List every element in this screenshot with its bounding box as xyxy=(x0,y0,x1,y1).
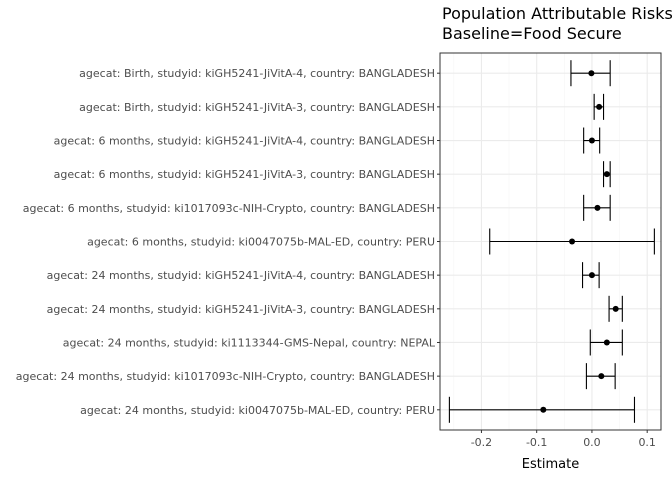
y-tick-label: agecat: 24 months, studyid: ki1017093c-N… xyxy=(16,370,435,383)
x-axis-title: Estimate xyxy=(522,457,579,472)
point-estimate xyxy=(540,406,547,413)
x-axis: -0.2 -0.1 0.0 0.1 xyxy=(471,430,656,449)
x-tick-label: 0.1 xyxy=(638,436,656,449)
point-estimate xyxy=(588,272,595,279)
y-tick-label: agecat: 6 months, studyid: kiGH5241-JiVi… xyxy=(54,168,435,181)
point-estimates xyxy=(540,70,619,413)
x-tick-label: 0.0 xyxy=(583,436,601,449)
point-estimate xyxy=(612,305,619,312)
confidence-intervals xyxy=(448,60,655,423)
point-estimate xyxy=(603,171,610,178)
y-tick-label: agecat: 6 months, studyid: kiGH5241-JiVi… xyxy=(54,135,435,148)
point-estimate xyxy=(588,70,595,77)
point-estimate xyxy=(596,103,603,110)
point-estimate xyxy=(588,137,595,144)
y-tick-label: agecat: 24 months, studyid: ki1113344-GM… xyxy=(63,336,436,349)
chart-title: Population Attributable Risks xyxy=(442,4,672,23)
y-axis: agecat: Birth, studyid: kiGH5241-JiVitA-… xyxy=(16,67,440,417)
point-estimate xyxy=(594,204,601,211)
y-tick-label: agecat: Birth, studyid: kiGH5241-JiVitA-… xyxy=(79,67,435,80)
y-tick-label: agecat: 24 months, studyid: kiGH5241-JiV… xyxy=(47,303,435,316)
chart-subtitle: Baseline=Food Secure xyxy=(442,24,622,43)
point-estimate xyxy=(598,373,605,380)
y-tick-label: agecat: 6 months, studyid: ki1017093c-NI… xyxy=(23,202,435,215)
point-estimate xyxy=(569,238,576,245)
x-tick-label: -0.2 xyxy=(471,436,492,449)
y-tick-label: agecat: 24 months, studyid: kiGH5241-JiV… xyxy=(47,269,435,282)
y-tick-label: agecat: 24 months, studyid: ki0047075b-M… xyxy=(80,404,435,417)
y-tick-label: agecat: Birth, studyid: kiGH5241-JiVitA-… xyxy=(79,101,435,114)
y-tick-label: agecat: 6 months, studyid: ki0047075b-MA… xyxy=(87,236,435,249)
x-tick-label: -0.1 xyxy=(526,436,547,449)
point-estimate xyxy=(603,339,610,346)
